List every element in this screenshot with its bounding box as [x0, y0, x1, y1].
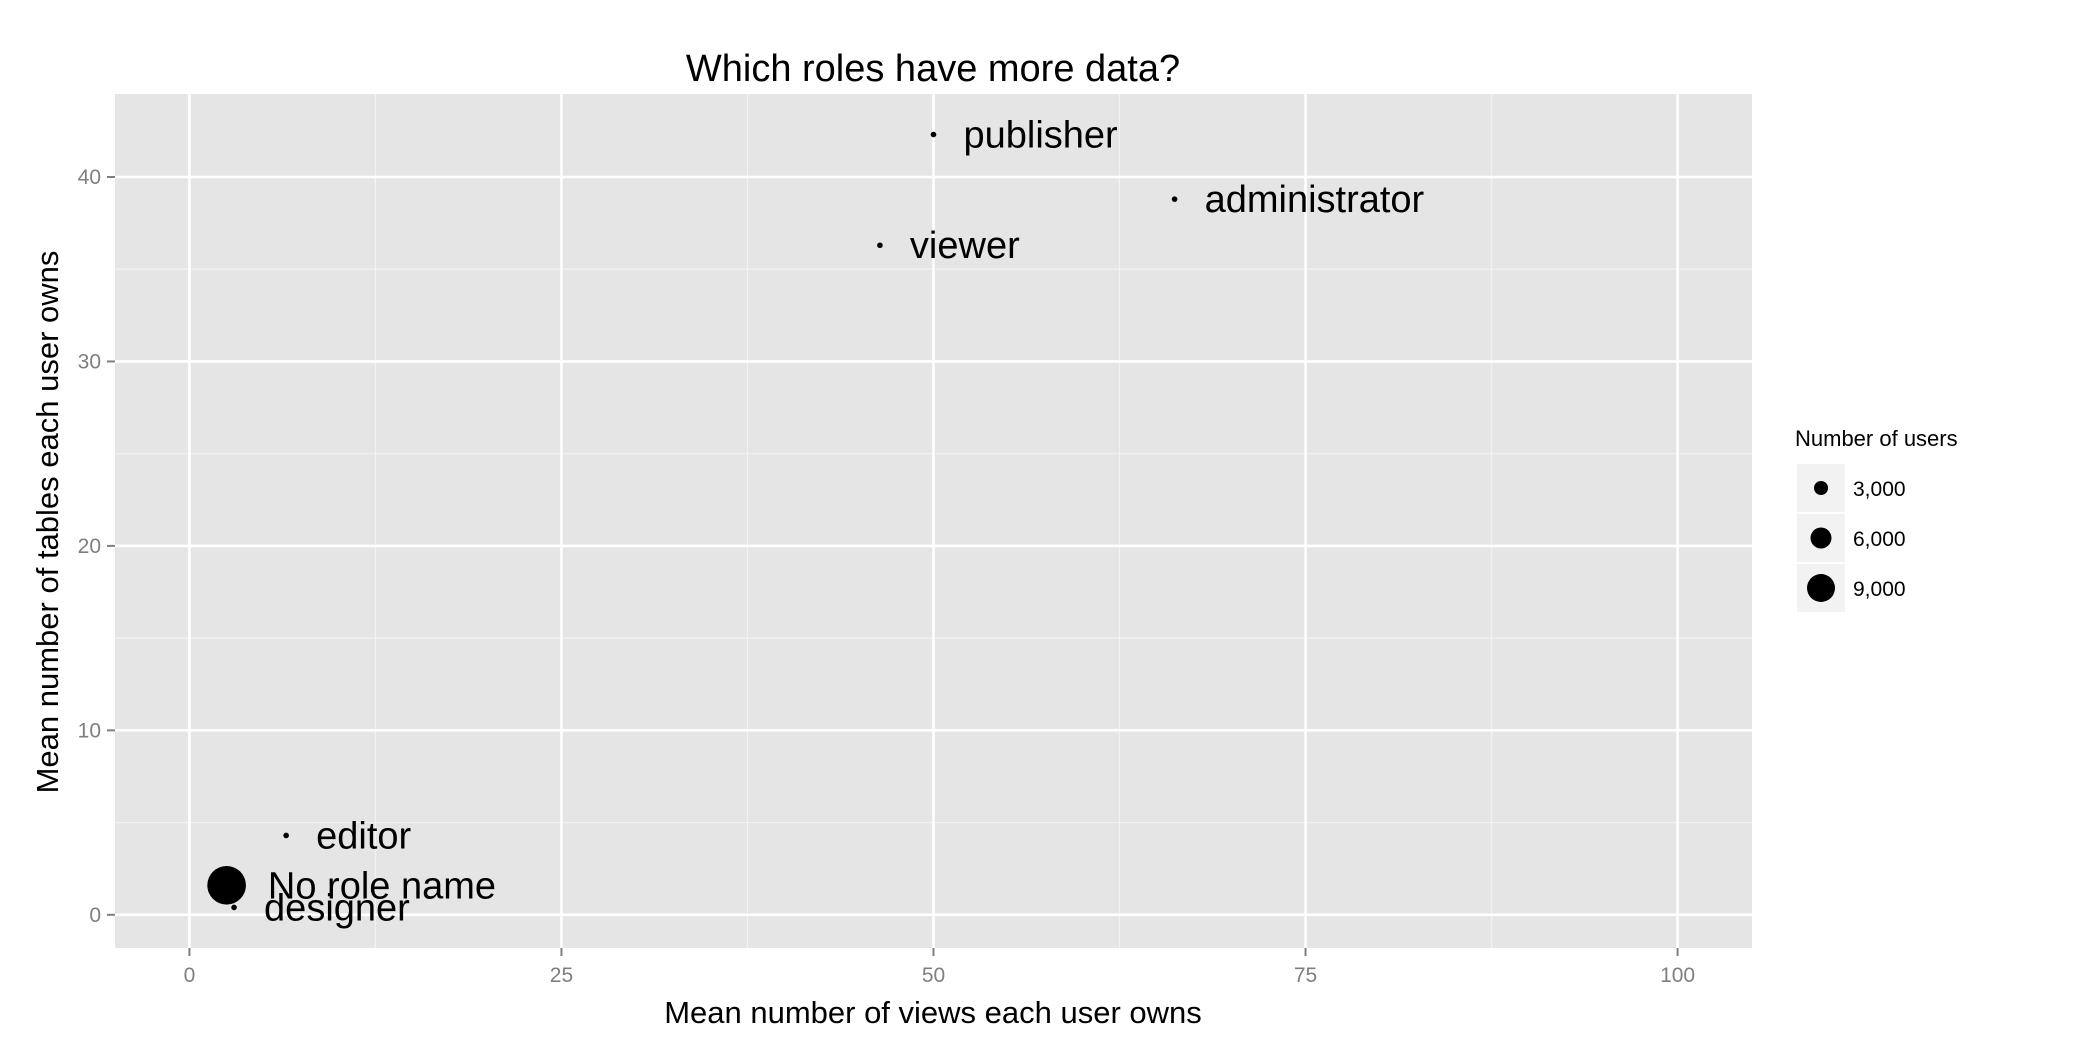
- data-point: [207, 865, 246, 905]
- data-point: [1171, 196, 1178, 202]
- x-tick-label: 75: [1294, 964, 1317, 987]
- y-tick-label: 20: [78, 535, 101, 558]
- x-tick-label: 25: [550, 964, 573, 987]
- data-point-label: editor: [316, 815, 411, 857]
- legend-key-point: [1807, 574, 1835, 602]
- data-point-label: administrator: [1205, 179, 1425, 221]
- data-point-label: publisher: [964, 115, 1119, 157]
- size-legend: Number of users 3,000 6,000 9,000: [1795, 426, 1958, 612]
- data-point: [283, 832, 289, 839]
- legend-entry-label: 9,000: [1853, 578, 1906, 601]
- data-points: [207, 131, 1178, 911]
- legend-entry-label: 6,000: [1853, 528, 1906, 551]
- x-tick-label: 100: [1660, 964, 1695, 987]
- data-point: [877, 242, 883, 249]
- data-point-label: designer: [264, 887, 410, 929]
- data-point: [231, 904, 237, 911]
- y-tick-label: 0: [89, 904, 101, 927]
- data-point: [930, 131, 937, 138]
- legend-key-point: [1810, 527, 1832, 549]
- y-tick-label: 30: [78, 350, 101, 373]
- y-axis-ticks: 0 10 20 30 40: [78, 166, 115, 927]
- legend-entry-label: 3,000: [1853, 478, 1906, 501]
- x-tick-label: 0: [184, 964, 196, 987]
- x-tick-label: 50: [922, 964, 945, 987]
- data-point-label: No role name: [268, 865, 496, 907]
- data-point-labels: publisher administrator viewer editor No rol…: [264, 115, 1425, 930]
- y-tick-label: 10: [78, 719, 101, 742]
- x-axis-ticks: 0 25 50 75 100: [184, 948, 1695, 987]
- y-axis-label: Mean number of tables each user owns: [30, 251, 65, 794]
- y-tick-label: 40: [78, 166, 101, 189]
- data-point-label: viewer: [910, 225, 1020, 267]
- major-gridlines: [115, 94, 1752, 948]
- legend-key-point: [1814, 481, 1828, 495]
- legend-title: Number of users: [1795, 426, 1958, 451]
- x-axis-label: Mean number of views each user owns: [664, 995, 1202, 1030]
- chart-title: Which roles have more data?: [686, 48, 1180, 90]
